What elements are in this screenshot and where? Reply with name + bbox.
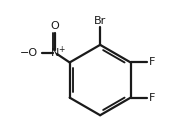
Text: +: +: [59, 45, 65, 54]
Text: O: O: [51, 21, 60, 31]
Text: F: F: [149, 93, 155, 103]
Text: F: F: [149, 57, 155, 67]
Text: Br: Br: [94, 16, 106, 26]
Text: N: N: [51, 48, 59, 58]
Text: −O: −O: [20, 48, 38, 58]
